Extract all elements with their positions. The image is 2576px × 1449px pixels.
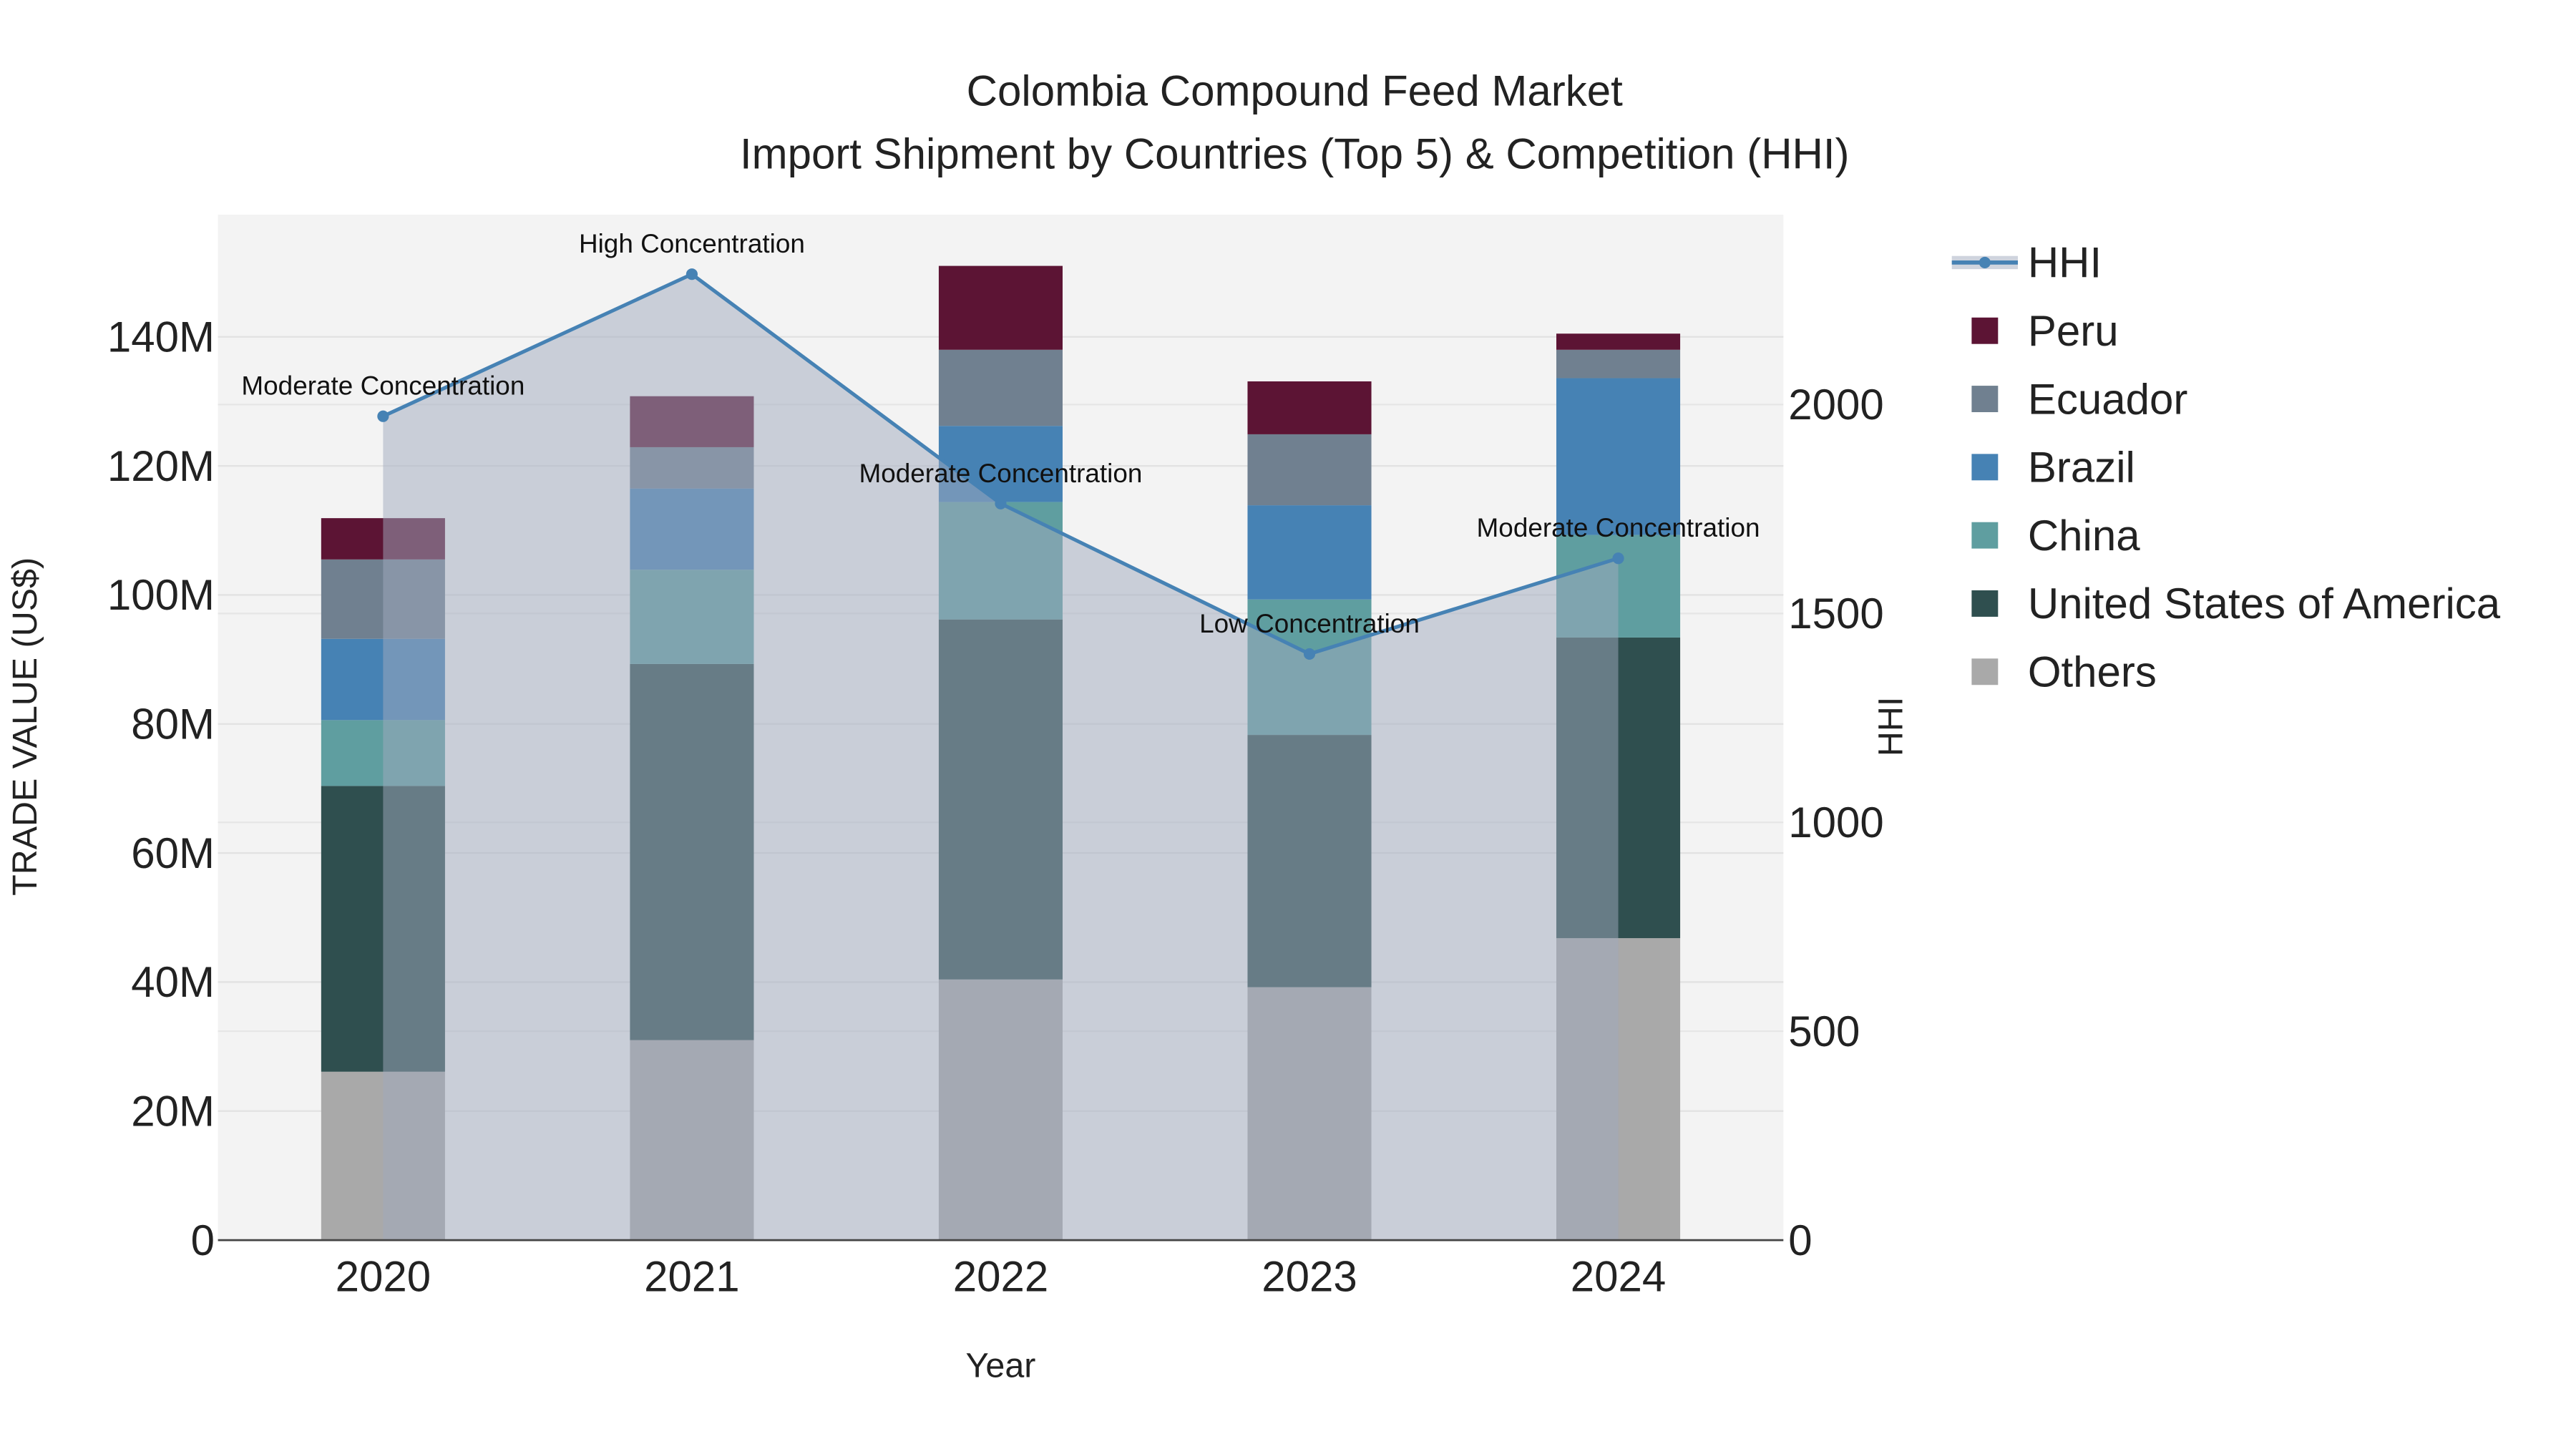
legend-label: Others (2028, 648, 2157, 696)
y2-axis-title: HHI (1871, 697, 1910, 756)
legend-label: China (2028, 512, 2140, 560)
axes: 0 20M 40M 60M 80M 100M 120M 140M 0 500 1000 1500 200… (107, 313, 1884, 1301)
y-tick-label: 100M (107, 571, 215, 619)
y-axis-title: TRADE VALUE (US$) (6, 557, 44, 896)
legend-swatch (1971, 454, 1999, 481)
chart-title: Colombia Compound Feed Market (967, 67, 1623, 115)
x-tick-label: 2020 (336, 1253, 431, 1301)
hhi-line: Moderate Concentration High Concentration… (241, 229, 1760, 660)
hhi-area-fill (383, 274, 1619, 1241)
y2-tick-label: 2000 (1788, 381, 1883, 429)
y-tick-label: 80M (131, 701, 215, 748)
x-axis-title: Year (966, 1347, 1036, 1385)
bar-peru (1247, 381, 1372, 434)
hhi-annotation: Low Concentration (1199, 609, 1420, 638)
hhi-annotation: Moderate Concentration (859, 459, 1142, 488)
hhi-point (995, 497, 1007, 509)
bar-ecuador (1556, 349, 1681, 379)
legend-swatch (1971, 522, 1999, 549)
x-tick-label: 2024 (1571, 1253, 1666, 1301)
bar-peru (938, 265, 1063, 350)
hhi-annotation: High Concentration (579, 229, 805, 258)
hhi-point (686, 268, 698, 280)
legend-swatch-hhi-marker (1979, 256, 1991, 268)
legend-swatch (1971, 590, 1999, 617)
y-tick-label: 120M (107, 442, 215, 490)
y-tick-label: 140M (107, 313, 215, 361)
y2-tick-label: 500 (1788, 1008, 1860, 1055)
legend-swatch (1971, 658, 1999, 686)
legend: HHI Peru Ecuador Brazil China United States o… (1951, 239, 2501, 696)
y-tick-label: 20M (131, 1088, 215, 1136)
hhi-point (377, 410, 389, 422)
legend-label: HHI (2028, 239, 2102, 287)
hhi-point (1303, 648, 1316, 660)
legend-label: Peru (2028, 307, 2119, 355)
chart-subtitle: Import Shipment by Countries (Top 5) & C… (740, 130, 1850, 177)
bar-brazil (1247, 505, 1372, 600)
hhi-point (1612, 552, 1624, 565)
bar-ecuador (938, 349, 1063, 426)
hhi-annotation: Moderate Concentration (241, 371, 525, 401)
x-tick-label: 2023 (1262, 1253, 1357, 1301)
y2-tick-label: 1000 (1788, 799, 1883, 847)
y2-tick-label: 0 (1788, 1216, 1812, 1264)
y-tick-label: 60M (131, 829, 215, 877)
legend-label: Ecuador (2028, 375, 2187, 423)
legend-swatch (1971, 317, 1999, 344)
legend-swatch (1971, 386, 1999, 412)
bar-ecuador (1247, 434, 1372, 506)
y2-tick-label: 1500 (1788, 590, 1883, 638)
legend-label: United States of America (2028, 580, 2501, 628)
bar-peru (1556, 333, 1681, 350)
x-tick-label: 2022 (953, 1253, 1048, 1301)
y-tick-label: 0 (191, 1216, 215, 1264)
hhi-area (383, 274, 1619, 1241)
legend-label: Brazil (2028, 444, 2135, 492)
hhi-annotation: Moderate Concentration (1477, 513, 1760, 542)
x-tick-label: 2021 (644, 1253, 739, 1301)
bar-brazil (1556, 378, 1681, 535)
y-tick-label: 40M (131, 958, 215, 1006)
